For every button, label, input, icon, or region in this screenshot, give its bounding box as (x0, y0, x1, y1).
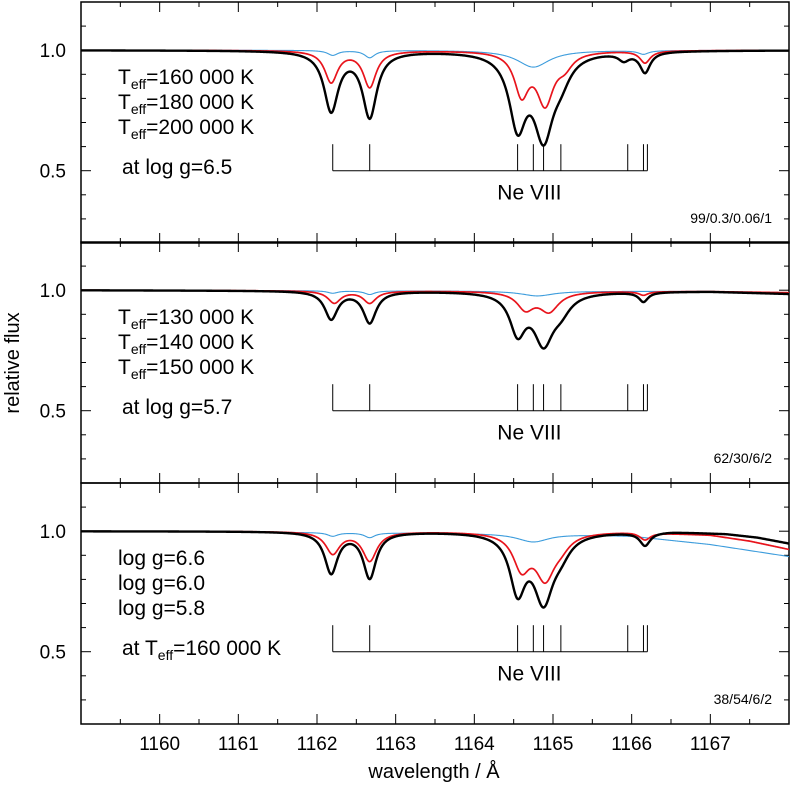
model-id-label: 62/30/6/2 (714, 450, 773, 466)
legend-entry: Teff=200 000 K (118, 116, 254, 142)
legend-condition: at log g=6.5 (122, 156, 232, 179)
x-tick-label: 1166 (611, 734, 652, 755)
y-tick-label: 0.5 (40, 162, 66, 183)
legend-entry: Teff=140 000 K (118, 331, 254, 357)
y-tick-label: 0.5 (40, 402, 66, 423)
x-tick-label: 1161 (218, 734, 259, 755)
y-tick-label: 0.5 (40, 643, 66, 664)
x-tick-label: 1160 (139, 734, 180, 755)
y-tick-label: 1.0 (40, 41, 66, 62)
ion-label: Ne VIII (497, 663, 561, 686)
x-tick-label: 1164 (454, 734, 495, 755)
y-axis-label: relative flux (2, 312, 24, 413)
x-axis-label: wavelength / Å (367, 760, 500, 783)
series-line-0 (81, 49, 789, 147)
y-tick-label: 1.0 (40, 281, 66, 302)
model-id-label: 99/0.3/0.06/1 (690, 210, 772, 226)
series-line-0 (81, 289, 789, 350)
legend-condition: at log g=5.7 (122, 396, 232, 419)
legend-entry: log g=5.8 (118, 597, 205, 620)
x-tick-label: 1162 (297, 734, 338, 755)
legend-condition: at Teff=160 000 K (122, 637, 281, 663)
x-tick-label: 1163 (375, 734, 416, 755)
legend-entry: log g=6.6 (118, 547, 205, 570)
series-line-0 (81, 530, 789, 609)
model-id-label: 38/54/6/2 (714, 691, 773, 707)
legend-entry: log g=6.0 (118, 572, 205, 595)
legend-entry: Teff=160 000 K (118, 66, 254, 92)
y-tick-label: 1.0 (40, 522, 66, 543)
legend-entry: Teff=150 000 K (118, 356, 254, 382)
ion-label: Ne VIII (497, 182, 561, 205)
x-tick-label: 1167 (690, 734, 731, 755)
legend-entry: Teff=180 000 K (118, 91, 254, 117)
ion-label: Ne VIII (497, 422, 561, 445)
legend-entry: Teff=130 000 K (118, 306, 254, 332)
x-tick-label: 1165 (533, 734, 574, 755)
